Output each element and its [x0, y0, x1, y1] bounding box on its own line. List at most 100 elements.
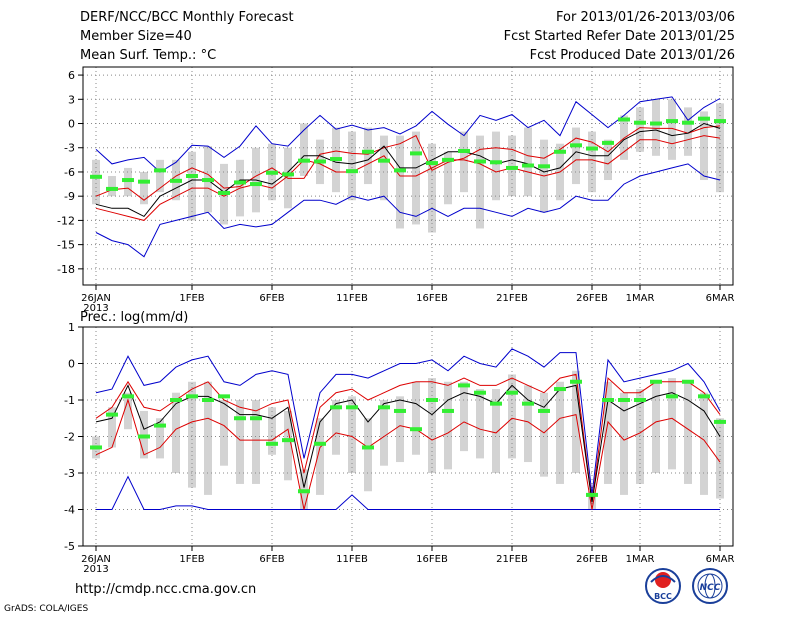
- y-tick-label: -4: [64, 504, 75, 517]
- climatology-marker: [522, 401, 534, 406]
- y-tick-label: -12: [57, 214, 75, 227]
- climatology-marker: [698, 394, 710, 399]
- ensemble-box: [492, 389, 500, 473]
- min-envelope-line: [95, 163, 721, 258]
- y-tick-label: -6: [64, 166, 75, 179]
- x-tick-label-temp: 1FEB: [179, 293, 204, 304]
- climatology-marker: [298, 489, 310, 494]
- x-tick-label-temp: 1MAR: [626, 293, 655, 304]
- climatology-marker: [346, 405, 358, 410]
- variable-label: Mean Surf. Temp.: °C: [80, 48, 217, 63]
- climatology-marker: [346, 169, 358, 174]
- y-tick-label: 3: [68, 93, 75, 106]
- climatology-marker: [234, 416, 246, 421]
- upper-quartile-line: [95, 373, 721, 503]
- ensemble-box: [700, 111, 708, 181]
- y-tick-label: -1: [64, 394, 75, 407]
- y-tick-label: -3: [64, 467, 75, 480]
- ensemble-box: [332, 400, 340, 455]
- climatology-marker: [122, 394, 134, 399]
- ensemble-box: [380, 135, 388, 201]
- x-tick-label-temp: 11FEB: [336, 293, 368, 304]
- climatology-marker: [250, 416, 262, 421]
- ensemble-mean-line: [95, 384, 721, 503]
- climatology-marker: [106, 412, 118, 417]
- climatology-marker: [538, 164, 550, 169]
- climatology-marker: [554, 149, 566, 154]
- x-year-label: 2013: [83, 303, 108, 314]
- climatology-marker: [602, 398, 614, 402]
- ensemble-box: [428, 378, 436, 473]
- ensemble-box: [476, 389, 484, 459]
- ensemble-box: [572, 127, 580, 185]
- ensemble-box: [220, 400, 228, 466]
- ensemble-box: [204, 381, 212, 495]
- ensemble-box: [684, 107, 692, 156]
- y-tick-label: -9: [64, 190, 75, 203]
- ncc-logo: NCC: [692, 568, 728, 604]
- ensemble-box: [556, 381, 564, 484]
- climatology-marker: [330, 405, 342, 410]
- climatology-marker: [714, 119, 726, 124]
- ensemble-box: [524, 385, 532, 463]
- ensemble-box: [300, 123, 308, 176]
- ensemble-box: [444, 381, 452, 470]
- forecast-produced-date: Fcst Produced Date 2013/01/26: [529, 48, 735, 63]
- ensemble-box: [172, 392, 180, 473]
- climatology-marker: [410, 427, 422, 432]
- ensemble-box: [476, 135, 484, 229]
- climatology-marker: [170, 178, 182, 183]
- climatology-marker: [394, 408, 406, 413]
- ncc-logo-text: NCC: [700, 583, 721, 593]
- y-tick-label: 0: [68, 358, 75, 371]
- climatology-marker: [506, 390, 518, 395]
- x-tick-label-prec: 1FEB: [179, 554, 204, 565]
- y-tick-label: -5: [64, 540, 75, 553]
- ensemble-box: [460, 131, 468, 193]
- climatology-marker: [202, 178, 214, 183]
- x-tick-label-prec: 1MAR: [626, 554, 655, 565]
- y-tick-label: -3: [64, 142, 75, 155]
- ensemble-box: [124, 167, 132, 197]
- ensemble-box: [364, 418, 372, 492]
- plot-border-temp: [82, 66, 734, 286]
- max-envelope-line: [95, 348, 721, 495]
- x-tick-label-temp: 21FEB: [496, 293, 528, 304]
- climatology-marker: [650, 379, 662, 384]
- min-envelope-line: [96, 475, 720, 510]
- ensemble-box: [348, 396, 356, 473]
- x-tick-label-temp: 26FEB: [576, 293, 608, 304]
- climatology-marker: [666, 394, 678, 399]
- climatology-marker: [298, 158, 310, 163]
- x-tick-label-temp: 26JAN: [81, 293, 111, 304]
- climatology-marker: [186, 174, 198, 178]
- ensemble-mean-line: [95, 122, 721, 218]
- climatology-marker: [234, 180, 246, 185]
- climatology-marker: [266, 441, 278, 446]
- x-tick-label-temp: 6MAR: [706, 293, 735, 304]
- ensemble-box: [396, 135, 404, 229]
- ensemble-box: [412, 381, 420, 455]
- ensemble-box: [668, 99, 676, 160]
- panel-prec: 1 0 -1 -2 -3 -4 -5 26JAN 1FEB 6FEB 11FEB 16FEB 21FEB…: [64, 321, 734, 575]
- climatology-marker: [154, 423, 166, 428]
- climatology-marker: [122, 178, 134, 183]
- climatology-marker: [202, 398, 214, 402]
- panel-temp: 6 3 0 -3 -6 -9 -12 -15 -18 26JAN 1FEB 6FEB 11FEB 16FE…: [57, 66, 735, 314]
- prec-variable-label: Prec.: log(mm/d): [80, 310, 188, 325]
- grads-credit: GrADS: COLA/IGES: [4, 604, 89, 614]
- climatology-marker: [602, 140, 614, 145]
- ensemble-box: [252, 400, 260, 484]
- climatology-marker: [570, 379, 582, 384]
- ensemble-box: [492, 131, 500, 201]
- upper-quartile-line: [95, 125, 721, 201]
- ensemble-box: [668, 378, 676, 470]
- climatology-marker: [170, 398, 182, 402]
- climatology-marker: [458, 148, 470, 153]
- ensemble-box: [140, 171, 148, 205]
- climatology-marker: [474, 159, 486, 164]
- climatology-marker: [570, 143, 582, 148]
- x-tick-label-prec: 6MAR: [706, 554, 735, 565]
- source-url[interactable]: http://cmdp.ncc.cma.gov.cn: [75, 582, 257, 597]
